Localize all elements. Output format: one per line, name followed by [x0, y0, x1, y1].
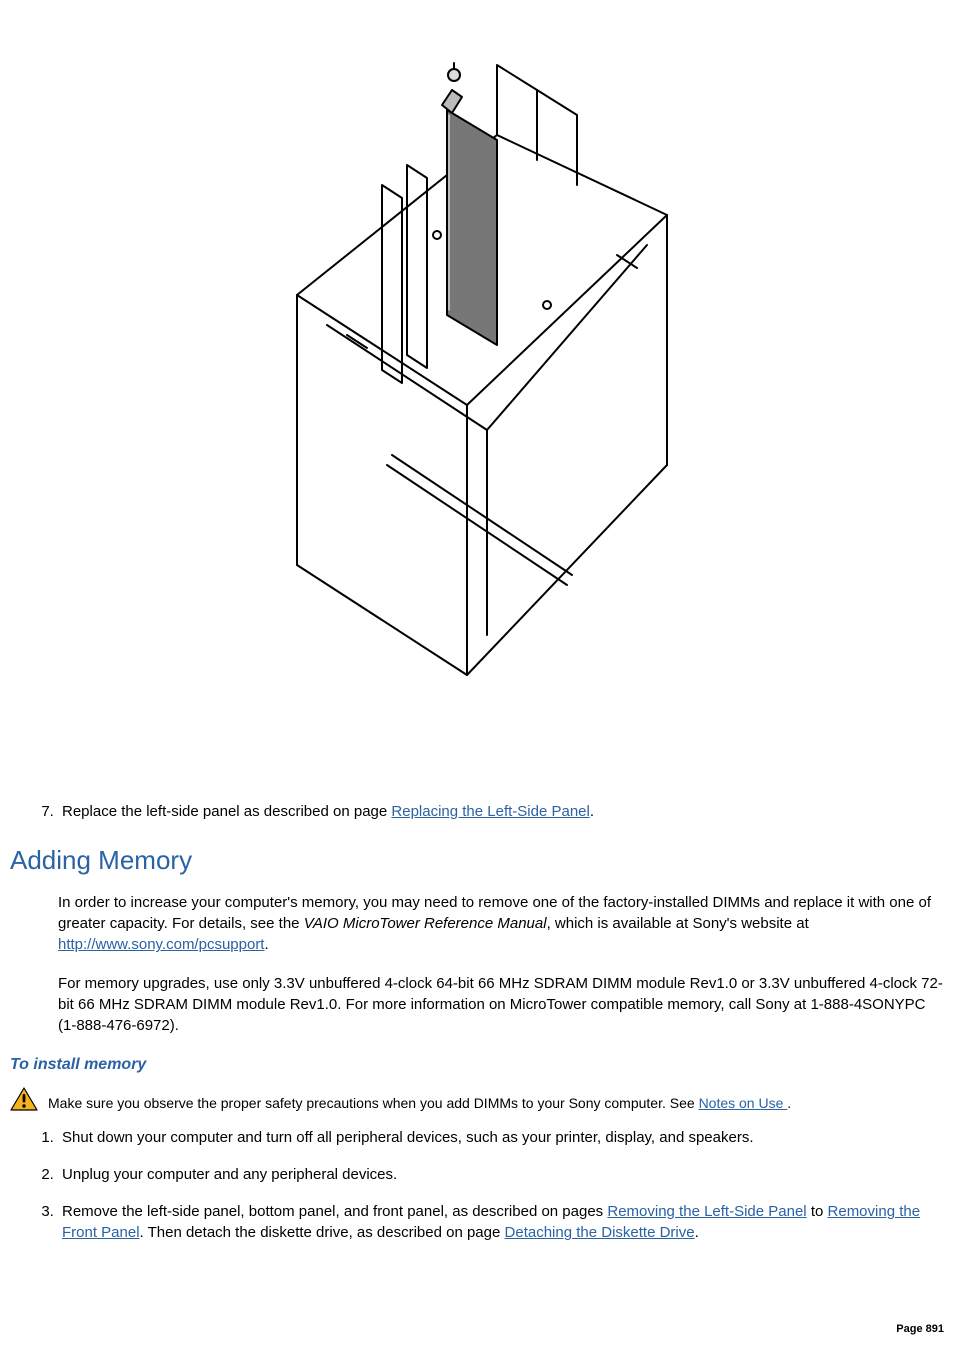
link-notes-on-use[interactable]: Notes on Use [699, 1095, 788, 1111]
s3-d: . [695, 1224, 699, 1241]
step-7-text-b: . [590, 803, 594, 820]
install-step-1: Shut down your computer and turn off all… [58, 1127, 944, 1148]
s3-a: Remove the left-side panel, bottom panel… [62, 1203, 607, 1220]
chassis-illustration [237, 35, 717, 755]
p1-c: . [264, 936, 268, 953]
manual-name: VAIO MicroTower Reference Manual [304, 915, 547, 932]
diagram-expansion-card [10, 35, 944, 761]
s3-b: to [807, 1203, 828, 1220]
caution-text-after: . [787, 1095, 791, 1111]
link-removing-left-side-panel[interactable]: Removing the Left-Side Panel [607, 1203, 806, 1220]
step-7: Replace the left-side panel as described… [58, 801, 944, 822]
caution-text: Make sure you observe the proper safety … [48, 1095, 699, 1111]
install-step-2: Unplug your computer and any peripheral … [58, 1164, 944, 1185]
page-number: Page 891 [896, 1322, 944, 1337]
caution-note: Make sure you observe the proper safety … [10, 1087, 944, 1113]
install-step-3: Remove the left-side panel, bottom panel… [58, 1201, 944, 1243]
caution-icon [10, 1087, 38, 1111]
link-pcsupport[interactable]: http://www.sony.com/pcsupport [58, 936, 264, 953]
link-replacing-left-side-panel[interactable]: Replacing the Left-Side Panel [391, 803, 589, 820]
s3-c: . Then detach the diskette drive, as des… [140, 1224, 505, 1241]
paragraph-intro: In order to increase your computer's mem… [58, 892, 944, 955]
paragraph-upgrade-spec: For memory upgrades, use only 3.3V unbuf… [58, 973, 944, 1036]
link-detaching-diskette-drive[interactable]: Detaching the Diskette Drive [505, 1224, 695, 1241]
p1-b: , which is available at Sony's website a… [547, 915, 809, 932]
subheading-to-install-memory: To install memory [10, 1054, 944, 1076]
heading-adding-memory: Adding Memory [10, 842, 944, 878]
step-7-text-a: Replace the left-side panel as described… [62, 803, 391, 820]
